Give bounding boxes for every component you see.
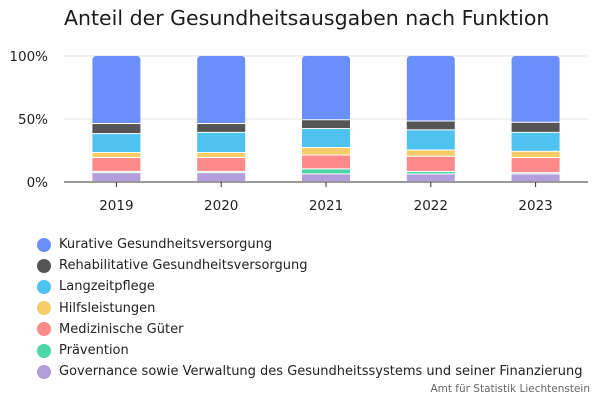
bar-segment bbox=[302, 147, 350, 155]
bar-segment bbox=[302, 174, 350, 181]
x-tick-label: 2020 bbox=[204, 198, 238, 214]
chart-legend: Kurative Gesundheitsversorgung Rehabilita… bbox=[37, 234, 582, 382]
bar-segment bbox=[92, 158, 141, 171]
y-tick-label: 50% bbox=[18, 112, 48, 128]
legend-swatch bbox=[37, 343, 51, 358]
bar-segment bbox=[302, 169, 350, 174]
x-tick-label: 2022 bbox=[414, 198, 448, 214]
legend-label: Prävention bbox=[59, 343, 129, 359]
x-tick-label: 2023 bbox=[518, 198, 552, 214]
bar-segment bbox=[406, 121, 455, 130]
source-note: Amt für Statistik Liechtenstein bbox=[430, 383, 590, 395]
bar-segment bbox=[92, 134, 141, 153]
bar-segment bbox=[302, 155, 350, 169]
bar-segment bbox=[197, 56, 246, 124]
stacked-bar-chart: 0% 50% 100% 2019 2020 2021 2022 2023 bbox=[9, 49, 588, 214]
legend-swatch bbox=[37, 322, 51, 337]
y-tick-label: 100% bbox=[9, 49, 48, 65]
bar-segment bbox=[406, 130, 455, 150]
bar-segment bbox=[197, 158, 246, 171]
legend-item: Kurative Gesundheitsversorgung bbox=[37, 234, 582, 255]
bar-segment bbox=[511, 132, 560, 151]
legend-item: Governance sowie Verwaltung des Gesundhe… bbox=[37, 361, 582, 382]
bar-segment bbox=[92, 56, 141, 124]
bar-segment bbox=[511, 158, 560, 173]
bar-segment bbox=[406, 156, 455, 171]
x-tick-label: 2019 bbox=[99, 198, 133, 214]
legend-item: Hilfsleistungen bbox=[37, 298, 582, 319]
bar-segment bbox=[302, 56, 350, 120]
legend-swatch bbox=[37, 301, 51, 316]
legend-item: Medizinische Güter bbox=[37, 319, 582, 340]
legend-label: Hilfsleistungen bbox=[59, 300, 156, 316]
bar-segment bbox=[302, 120, 350, 129]
legend-label: Governance sowie Verwaltung des Gesundhe… bbox=[59, 364, 583, 380]
legend-label: Medizinische Güter bbox=[59, 321, 184, 337]
legend-label: Langzeitpflege bbox=[59, 279, 155, 295]
bar-segment bbox=[197, 132, 246, 153]
chart-title: Anteil der Gesundheitsausgaben nach Funk… bbox=[64, 6, 550, 30]
y-tick-label: 0% bbox=[27, 175, 49, 191]
bar-segment bbox=[197, 173, 246, 181]
bar-segment bbox=[92, 124, 141, 134]
legend-item: Langzeitpflege bbox=[37, 276, 582, 297]
x-tick-label: 2021 bbox=[309, 198, 343, 214]
legend-item: Prävention bbox=[37, 340, 582, 361]
bar-segment bbox=[406, 150, 455, 156]
bar-segment bbox=[406, 171, 455, 174]
legend-swatch bbox=[37, 364, 51, 379]
bar-segment bbox=[92, 173, 141, 181]
legend-swatch bbox=[37, 279, 51, 294]
legend-item: Rehabilitative Gesundheitsversorgung bbox=[37, 255, 582, 276]
legend-swatch bbox=[37, 237, 51, 252]
bar-segment bbox=[197, 153, 246, 158]
bar-segment bbox=[511, 56, 560, 122]
bar-segment bbox=[406, 174, 455, 181]
bar-segment bbox=[511, 174, 560, 181]
bar-segment bbox=[197, 124, 246, 132]
legend-label: Kurative Gesundheitsversorgung bbox=[59, 237, 273, 253]
bar-segment bbox=[92, 153, 141, 158]
bar-segment bbox=[511, 122, 560, 132]
bar-segment bbox=[406, 56, 455, 121]
legend-swatch bbox=[37, 258, 51, 273]
bar-segment bbox=[302, 129, 350, 147]
bar-segment bbox=[511, 151, 560, 158]
legend-label: Rehabilitative Gesundheitsversorgung bbox=[59, 258, 308, 274]
